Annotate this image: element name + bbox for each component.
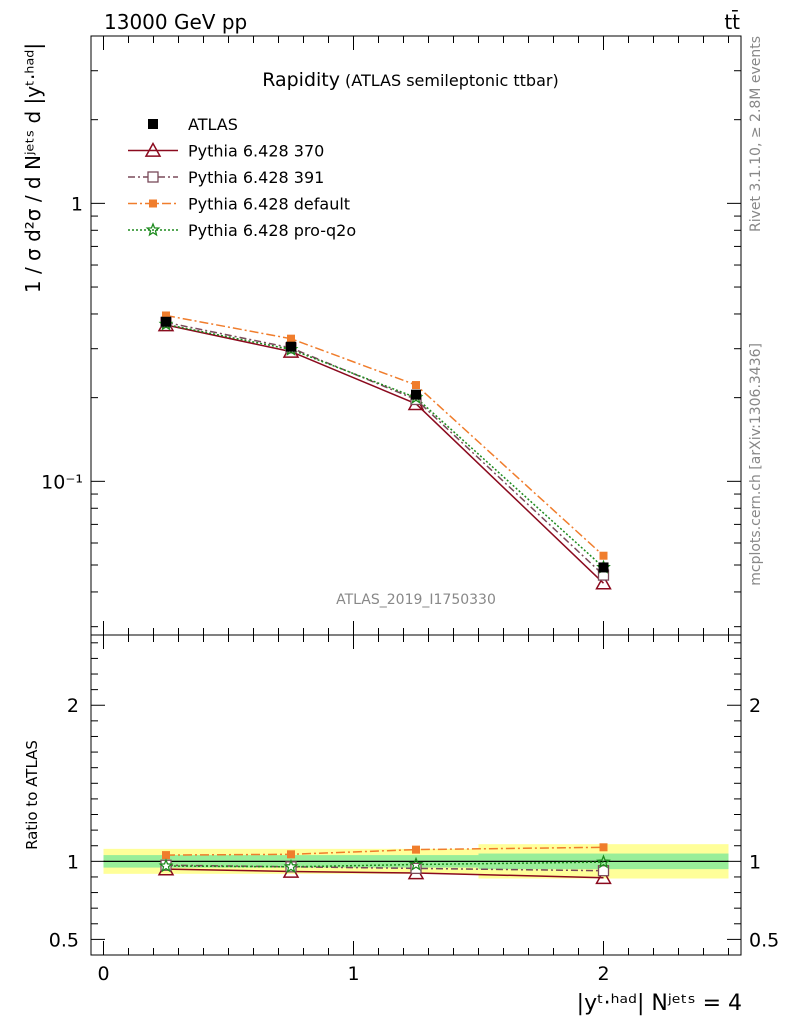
main-axes: 10⁻¹ 1 [41, 35, 741, 635]
ratio-series-line [165, 864, 604, 872]
ratio-plot-panel: 0.5 0.5 1 1 2 2 0 1 2 Ratio to ATLAS |yᵗ·ʰᵃᵈ| Nʲ… [23, 634, 779, 1016]
header-left: 13000 GeV pp [104, 10, 247, 34]
legend-label: Pythia 6.428 391 [188, 168, 324, 187]
data-point [144, 141, 162, 157]
main-plot-panel: 10⁻¹ 1 Rapidity (ATLAS semileptonic ttbar… [21, 35, 742, 636]
ratio-axes: 0.5 0.5 1 1 2 2 0 1 2 [49, 635, 779, 985]
ratio-plot-frame [90, 634, 742, 956]
data-point [598, 562, 609, 573]
legend-label: Pythia 6.428 default [188, 195, 350, 214]
analysis-watermark: ATLAS_2019_I1750330 [336, 592, 496, 608]
data-point [595, 574, 612, 590]
ratio-series-line [165, 868, 604, 879]
chart-title: Rapidity [262, 69, 340, 91]
x-tick-label: 2 [597, 963, 609, 985]
data-point [597, 865, 610, 877]
ratio-series-lines [165, 846, 604, 879]
y-tick-label: 1 [71, 193, 83, 215]
legend-label: ATLAS [188, 115, 238, 134]
data-point [162, 311, 170, 320]
ratio-y-tick-label-right: 2 [749, 695, 761, 717]
legend-label: Pythia 6.428 pro-q2o [188, 221, 356, 240]
ratio-y-tick-label: 1 [67, 851, 79, 873]
data-point [148, 119, 158, 129]
ratio-y-tick-label: 0.5 [49, 929, 79, 951]
rivet-label: Rivet 3.1.10, ≥ 2.8M events [748, 36, 764, 232]
y-tick-label: 10⁻¹ [41, 471, 83, 493]
data-point [287, 334, 295, 343]
data-point [411, 389, 421, 400]
data-point [286, 341, 296, 352]
data-point [408, 856, 424, 871]
data-point [287, 850, 295, 859]
ratio-series-markers [157, 843, 612, 885]
series-line [165, 321, 605, 576]
x-tick-label: 1 [347, 963, 359, 985]
data-point [410, 862, 422, 875]
data-point [158, 858, 174, 873]
main-y-axis-label: 1 / σ d²σ / d Nʲᵉᵗˢ d |yᵗ·ʰᵃᵈ| [21, 43, 45, 293]
data-point [283, 858, 299, 874]
data-point [412, 845, 420, 854]
data-point [161, 316, 171, 327]
header-right: tt̄ [724, 9, 740, 34]
series-line [165, 324, 605, 584]
ratio-series-line [165, 846, 604, 856]
chart-subtitle: (ATLAS semileptonic ttbar) [345, 71, 559, 90]
data-point [599, 551, 608, 560]
ratio-y-tick-label-right: 0.5 [749, 929, 779, 951]
ratio-y-tick-label: 2 [67, 695, 79, 717]
data-point [412, 381, 420, 390]
data-point [599, 843, 608, 852]
data-point [595, 869, 612, 885]
data-point [147, 171, 159, 183]
x-tick-label: 0 [97, 963, 109, 985]
x-axis-label: |yᵗ·ʰᵃᵈ| Nʲᵉᵗˢ = 4 [577, 991, 742, 1016]
ratio-y-axis-label: Ratio to ATLAS [23, 740, 41, 850]
legend: ATLAS Pythia 6.428 370 Pythia 6.428 391 Pyt… [128, 115, 356, 240]
mcplots-label: mcplots.cern.ch [arXiv:1306.3436] [748, 343, 764, 586]
ratio-y-tick-label-right: 1 [749, 851, 761, 873]
main-series-lines [165, 314, 605, 584]
data-point [145, 222, 161, 237]
data-point [596, 854, 611, 869]
series-line [165, 323, 605, 568]
data-point [149, 199, 157, 208]
data-point [162, 851, 170, 860]
legend-label: Pythia 6.428 370 [188, 142, 324, 161]
main-series-markers [157, 311, 612, 590]
series-line [165, 314, 605, 557]
